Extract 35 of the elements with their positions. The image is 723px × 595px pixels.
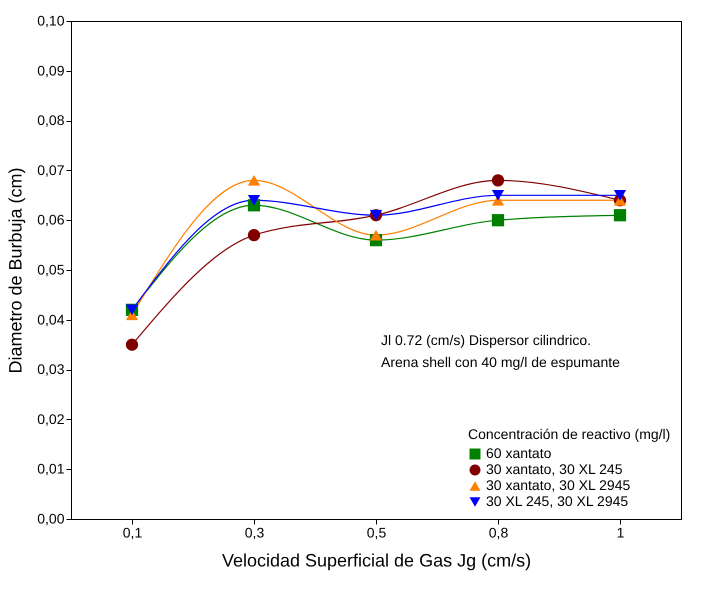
legend-label: 60 xantato xyxy=(486,445,552,461)
point xyxy=(614,190,626,201)
point xyxy=(614,209,626,222)
point xyxy=(370,230,382,240)
y-tick-label: 0,04 xyxy=(37,311,65,328)
y-tick-label: 0,06 xyxy=(37,212,65,228)
x-tick-label: 0,3 xyxy=(244,524,264,540)
x-axis-title: Velocidad Superficial de Gas Jg (cm/s) xyxy=(222,550,532,570)
y-axis-title: Diametro de Burbuja (cm) xyxy=(5,167,26,374)
y-tick-label: 0,03 xyxy=(37,361,65,378)
x-tick-label: 0,1 xyxy=(122,524,142,540)
legend-label: 30 xantato, 30 XL 245 xyxy=(486,461,623,477)
legend-label: 30 xantato, 30 XL 2945 xyxy=(486,477,630,493)
y-tick-label: 0,00 xyxy=(37,510,65,526)
annotation: Arena shell con 40 mg/l de espumante xyxy=(381,354,620,370)
point xyxy=(248,194,260,206)
y-tick-label: 0,01 xyxy=(37,460,65,477)
point xyxy=(126,338,138,351)
legend-label: 30 XL 245, 30 XL 2945 xyxy=(486,493,628,509)
annotation: Jl 0.72 (cm/s) Dispersor cilindrico. xyxy=(381,332,592,348)
y-tick-label: 0,07 xyxy=(37,162,65,178)
y-tick-label: 0,08 xyxy=(37,112,65,128)
point xyxy=(248,175,260,186)
point xyxy=(492,190,504,201)
x-tick-label: 1 xyxy=(616,524,625,540)
point xyxy=(492,214,504,226)
y-tick-label: 0,02 xyxy=(37,410,65,427)
point xyxy=(248,229,260,242)
legend-title: Concentración de reactivo (mg/l) xyxy=(468,426,670,442)
point xyxy=(492,174,504,186)
x-tick-label: 0,5 xyxy=(366,524,386,540)
y-tick-label: 0,05 xyxy=(37,262,65,278)
x-tick-label: 0,8 xyxy=(488,524,508,540)
y-tick-label: 0,10 xyxy=(37,12,65,28)
y-tick-label: 0,09 xyxy=(37,62,65,78)
